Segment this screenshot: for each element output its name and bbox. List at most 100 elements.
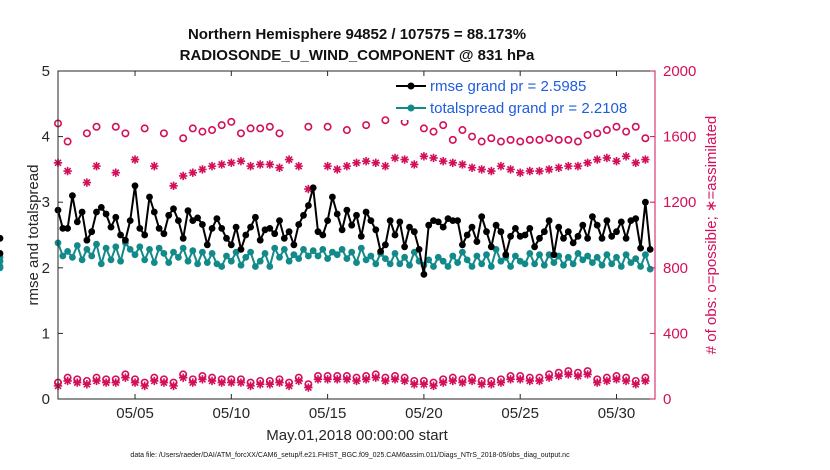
rmse-point <box>141 231 149 239</box>
assimilated_low-point <box>515 375 525 384</box>
assimilated_low-point <box>400 376 409 386</box>
possible-point <box>246 124 255 133</box>
legend-box <box>392 76 650 120</box>
assimilated-point <box>304 184 313 194</box>
assimilated_low-point <box>198 375 207 384</box>
totalspread-point <box>382 255 389 262</box>
right-tick-label: 2000 <box>663 63 696 80</box>
assimilated_low-point <box>467 376 477 386</box>
assimilated-point <box>371 158 380 168</box>
totalspread-point <box>290 251 298 259</box>
totalspread-point <box>632 255 640 262</box>
footnote: data file: /Users/raeder/DAI/ATM_forcXX/… <box>130 452 570 459</box>
possible-point <box>564 135 573 144</box>
assimilated-point <box>236 157 246 166</box>
possible-point <box>236 129 245 138</box>
totalspread-point <box>584 252 591 260</box>
assimilated-point <box>198 165 207 174</box>
rmse-point <box>83 236 91 244</box>
x-tick-label: 05/20 <box>405 405 443 422</box>
totalspread-point <box>531 260 538 268</box>
totalspread-point <box>208 250 216 257</box>
assimilated-point <box>525 166 535 176</box>
totalspread-point <box>473 252 481 260</box>
assimilated-point <box>361 157 371 166</box>
assimilated-point <box>554 163 563 172</box>
assimilated_low-point <box>352 376 361 386</box>
possible-point <box>159 129 168 138</box>
totalspread-point <box>309 247 317 255</box>
assimilated-point <box>82 178 92 187</box>
totalspread-point <box>540 261 548 269</box>
rmse-point <box>492 221 500 229</box>
assimilated_low-point <box>256 380 265 389</box>
assimilated_low-point <box>487 380 496 389</box>
rmse-point <box>107 223 115 231</box>
assimilated-point <box>467 163 477 172</box>
possible-point <box>631 122 640 131</box>
rmse-point <box>0 234 4 242</box>
totalspread-point <box>487 263 495 270</box>
assimilated-point <box>458 160 467 169</box>
rmse-point <box>463 231 471 239</box>
rmse-series <box>0 182 654 278</box>
rmse-point <box>223 234 230 242</box>
assimilated-point <box>381 161 390 171</box>
rmse-point <box>64 225 71 232</box>
assimilated_low-point <box>304 383 313 392</box>
rmse-point <box>646 246 654 253</box>
possible-point <box>429 127 438 136</box>
assimilated_low-point <box>554 371 563 381</box>
totalspread-line <box>57 241 652 270</box>
assimilated_low-point <box>429 381 438 391</box>
possible-point <box>641 134 650 143</box>
assimilated_low-point <box>275 378 284 387</box>
totalspread-point <box>252 263 259 270</box>
totalspread-point <box>218 263 226 270</box>
assimilated-point <box>150 161 159 171</box>
possible-point <box>82 129 91 138</box>
x-tick-label: 05/15 <box>309 405 347 422</box>
rmse-point <box>319 231 327 239</box>
rmse-point <box>97 204 105 211</box>
rmse-point <box>160 230 168 238</box>
assimilated_low-point <box>641 376 650 386</box>
possible-point <box>535 135 544 144</box>
rmse-point <box>603 217 611 225</box>
assimilated-point <box>544 165 554 174</box>
rmse-point <box>531 243 538 251</box>
rmse-point <box>560 234 567 242</box>
totalspread-point <box>199 248 206 256</box>
totalspread-point <box>459 248 466 256</box>
assimilated_low-point <box>631 380 640 389</box>
assimilated-point <box>111 168 120 177</box>
right-axis-ticks: 0 400 800 1200 1600 2000 <box>650 63 696 408</box>
assimilated-point <box>217 160 226 169</box>
totalspread-point <box>300 246 307 253</box>
rmse-point <box>497 228 505 236</box>
totalspread-point <box>170 248 177 256</box>
totalspread-point <box>579 256 587 264</box>
totalspread-point <box>112 243 120 251</box>
assimilated_low-point <box>82 380 92 389</box>
right-tick-label: 400 <box>663 325 688 342</box>
y-axis-label: rmse and totalspread <box>25 165 42 306</box>
right-axis-label: # of obs: o=possible; ∗=assimilated <box>703 116 720 355</box>
rmse-point <box>343 206 351 214</box>
rmse-point <box>526 225 534 232</box>
assimilated_low-point <box>371 373 380 382</box>
assimilated-point <box>265 160 275 169</box>
totalspread-point <box>59 252 67 260</box>
assimilated_low-point <box>477 380 486 389</box>
rmse-point <box>150 208 158 216</box>
possible-point <box>304 122 313 131</box>
y-tick-label: 1 <box>42 325 50 342</box>
possible-point <box>545 134 554 143</box>
possible-point <box>323 122 332 131</box>
rmse-line <box>57 184 652 276</box>
rmse-point <box>487 243 495 251</box>
possible-point <box>439 121 448 130</box>
totalspread-point <box>463 256 471 264</box>
rmse-point <box>502 251 510 259</box>
